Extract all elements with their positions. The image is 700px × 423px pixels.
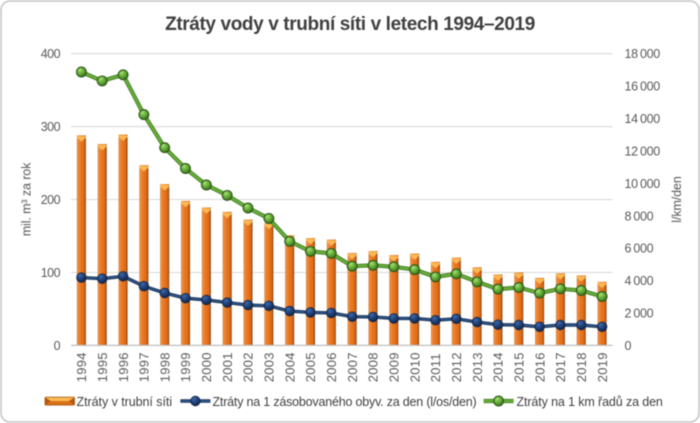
svg-text:4 000: 4 000 <box>625 274 654 288</box>
svg-text:6 000: 6 000 <box>625 242 654 256</box>
svg-text:2008: 2008 <box>366 352 381 382</box>
svg-text:2010: 2010 <box>407 352 422 382</box>
svg-text:10 000: 10 000 <box>625 177 661 191</box>
svg-text:2001: 2001 <box>220 352 235 382</box>
svg-text:200: 200 <box>41 193 61 207</box>
svg-text:0: 0 <box>54 339 61 353</box>
svg-text:2017: 2017 <box>553 352 568 382</box>
svg-text:2000: 2000 <box>199 352 214 382</box>
svg-text:8 000: 8 000 <box>625 209 654 223</box>
svg-text:l/km/den: l/km/den <box>670 176 684 223</box>
svg-text:1999: 1999 <box>178 352 193 382</box>
svg-text:2005: 2005 <box>303 352 318 382</box>
svg-text:12 000: 12 000 <box>625 144 661 158</box>
svg-text:2013: 2013 <box>470 352 485 382</box>
svg-text:2007: 2007 <box>345 352 360 382</box>
svg-text:400: 400 <box>41 47 61 61</box>
svg-text:1997: 1997 <box>137 352 152 382</box>
svg-text:Ztráty na 1 zásobovaného obyv.: Ztráty na 1 zásobovaného obyv. za den (l… <box>213 395 477 409</box>
svg-text:2015: 2015 <box>512 352 527 382</box>
svg-text:100: 100 <box>41 266 61 280</box>
svg-text:300: 300 <box>41 120 61 134</box>
svg-text:2014: 2014 <box>491 352 506 382</box>
svg-text:2002: 2002 <box>241 352 256 382</box>
svg-text:1998: 1998 <box>157 352 172 382</box>
svg-text:mil. m³ za rok: mil. m³ za rok <box>20 162 34 236</box>
svg-text:2004: 2004 <box>282 352 297 382</box>
svg-text:14 000: 14 000 <box>625 112 661 126</box>
svg-text:Ztráty na 1 km řadů za den: Ztráty na 1 km řadů za den <box>517 395 663 409</box>
svg-text:2009: 2009 <box>387 352 402 382</box>
svg-text:2012: 2012 <box>449 352 464 382</box>
svg-text:16 000: 16 000 <box>625 80 661 94</box>
svg-text:Ztráty v trubní síti: Ztráty v trubní síti <box>77 395 173 409</box>
svg-text:1996: 1996 <box>116 352 131 382</box>
svg-text:18 000: 18 000 <box>625 47 661 61</box>
svg-text:2006: 2006 <box>324 352 339 382</box>
svg-text:2 000: 2 000 <box>625 307 654 321</box>
svg-text:Ztráty vody v trubní síti v le: Ztráty vody v trubní síti v letech 1994–… <box>165 14 535 35</box>
svg-text:2016: 2016 <box>532 352 547 382</box>
svg-text:1995: 1995 <box>95 352 110 382</box>
svg-text:0: 0 <box>625 339 632 353</box>
svg-text:2019: 2019 <box>595 352 610 382</box>
svg-text:1994: 1994 <box>74 352 89 382</box>
svg-text:2018: 2018 <box>574 352 589 382</box>
svg-text:2003: 2003 <box>262 352 277 382</box>
svg-text:2011: 2011 <box>428 353 443 382</box>
